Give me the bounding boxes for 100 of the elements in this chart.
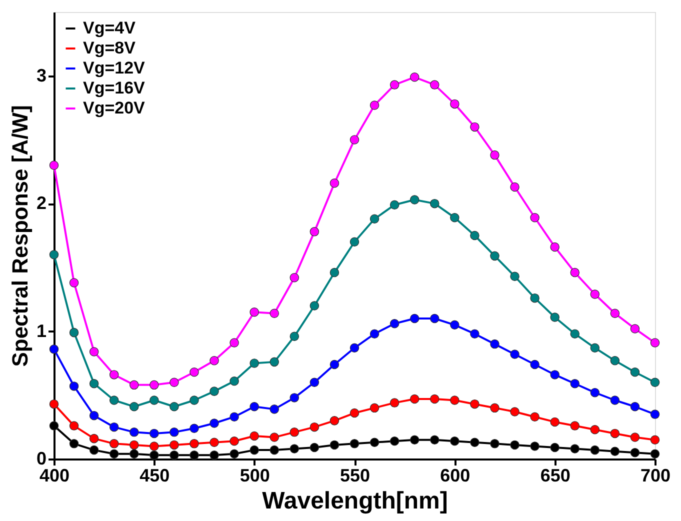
point bbox=[610, 308, 620, 318]
point bbox=[430, 435, 440, 444]
point bbox=[290, 393, 300, 402]
point bbox=[270, 308, 279, 318]
point bbox=[330, 268, 340, 278]
point bbox=[210, 438, 219, 448]
point bbox=[130, 402, 139, 412]
x-tick-label: 550 bbox=[340, 466, 370, 486]
point bbox=[310, 422, 320, 432]
point bbox=[410, 435, 420, 444]
point bbox=[330, 178, 340, 188]
point bbox=[150, 380, 159, 390]
y-tick-label: 1 bbox=[36, 320, 46, 341]
point bbox=[69, 439, 79, 448]
point bbox=[530, 412, 540, 422]
x-tick-label: 450 bbox=[140, 466, 170, 486]
point bbox=[610, 446, 620, 456]
point bbox=[450, 436, 460, 446]
point bbox=[190, 439, 199, 448]
point bbox=[250, 308, 259, 317]
point bbox=[530, 442, 540, 451]
x-tick-label: 400 bbox=[39, 466, 70, 486]
point bbox=[170, 428, 179, 437]
x-tick-label: 650 bbox=[540, 466, 570, 486]
point bbox=[49, 250, 59, 260]
point bbox=[390, 80, 400, 90]
point bbox=[330, 360, 340, 370]
point bbox=[650, 410, 660, 419]
point bbox=[510, 407, 520, 416]
point bbox=[430, 198, 440, 208]
point bbox=[89, 434, 99, 444]
point bbox=[390, 436, 400, 446]
point bbox=[390, 398, 400, 408]
point bbox=[490, 339, 500, 349]
point bbox=[650, 338, 660, 348]
point bbox=[190, 424, 199, 433]
point bbox=[610, 356, 620, 366]
point bbox=[650, 449, 660, 459]
point bbox=[510, 272, 520, 281]
legend-label: Vg=20V bbox=[83, 98, 146, 118]
point bbox=[390, 319, 400, 328]
point bbox=[190, 396, 199, 405]
point bbox=[450, 213, 460, 222]
point bbox=[490, 251, 500, 261]
point bbox=[190, 450, 199, 460]
point bbox=[109, 370, 119, 380]
point bbox=[510, 350, 520, 359]
point bbox=[470, 122, 480, 132]
point bbox=[290, 332, 300, 342]
point bbox=[230, 412, 239, 422]
point bbox=[310, 301, 320, 310]
point bbox=[550, 312, 560, 322]
point bbox=[630, 324, 640, 334]
point bbox=[150, 442, 159, 451]
point bbox=[250, 358, 259, 368]
point bbox=[370, 329, 380, 338]
y-tick-label: 0 bbox=[36, 448, 46, 468]
point bbox=[590, 343, 600, 353]
point bbox=[570, 444, 580, 454]
point bbox=[450, 99, 460, 109]
point bbox=[310, 227, 320, 236]
point bbox=[310, 378, 320, 387]
y-tick-label: 3 bbox=[36, 65, 46, 86]
point bbox=[370, 100, 380, 110]
point bbox=[350, 343, 360, 353]
point bbox=[490, 150, 500, 160]
point bbox=[170, 440, 179, 450]
point bbox=[590, 290, 600, 299]
point bbox=[170, 450, 179, 460]
point bbox=[650, 435, 660, 444]
point bbox=[109, 422, 119, 432]
point bbox=[430, 394, 440, 404]
point bbox=[270, 445, 279, 455]
point bbox=[550, 370, 560, 380]
point bbox=[590, 425, 600, 434]
point bbox=[490, 403, 500, 413]
point bbox=[350, 408, 360, 418]
point bbox=[210, 450, 219, 460]
point bbox=[370, 403, 380, 413]
point bbox=[530, 360, 540, 370]
point bbox=[570, 379, 580, 388]
point bbox=[410, 195, 420, 204]
legend-label: Vg=16V bbox=[83, 78, 146, 98]
point bbox=[190, 368, 199, 377]
point bbox=[210, 356, 219, 366]
point bbox=[89, 379, 99, 388]
point bbox=[89, 410, 99, 420]
y-axis-title: Spectral Response [A/W] bbox=[7, 105, 32, 367]
point bbox=[510, 440, 520, 450]
point bbox=[270, 404, 279, 414]
x-tick-label: 600 bbox=[440, 466, 470, 486]
point bbox=[630, 448, 640, 458]
point bbox=[49, 399, 59, 409]
point bbox=[49, 160, 59, 170]
point bbox=[510, 182, 520, 192]
point bbox=[150, 450, 159, 460]
point bbox=[450, 396, 460, 405]
point bbox=[450, 320, 460, 330]
point bbox=[89, 347, 99, 356]
point bbox=[390, 200, 400, 210]
